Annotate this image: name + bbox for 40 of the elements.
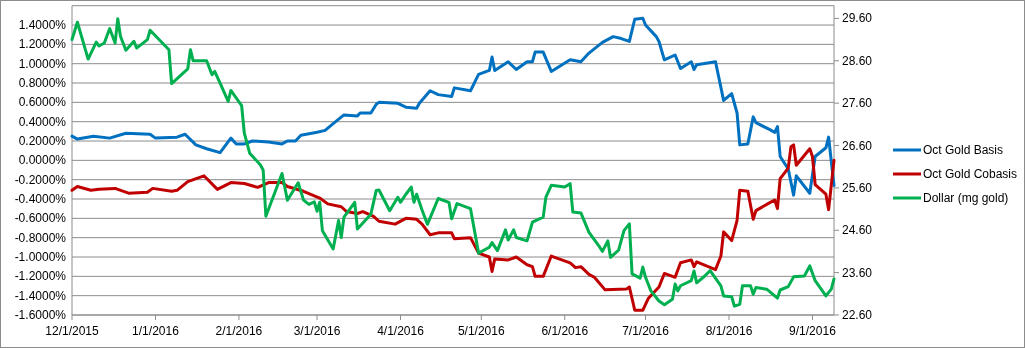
y-tick-label: 1.4000% bbox=[18, 18, 67, 33]
y-tick-label: -1.0000% bbox=[14, 250, 67, 265]
x-tick-label: 8/1/2016 bbox=[705, 324, 753, 338]
y2-tick-label: 22.60 bbox=[842, 308, 873, 322]
y-tick-label: -0.2000% bbox=[14, 172, 67, 187]
y-tick-label: 0.6000% bbox=[18, 95, 67, 110]
x-tick-label: 12/1/2015 bbox=[45, 324, 100, 338]
line-series bbox=[70, 143, 836, 312]
legend-label: Oct Gold Cobasis bbox=[923, 167, 1018, 181]
y-tick-label: 0.0000% bbox=[18, 153, 67, 168]
x-tick-label: 2/1/2016 bbox=[215, 324, 263, 338]
y-tick-label: -0.6000% bbox=[14, 211, 67, 226]
x-tick-label: 1/1/2016 bbox=[132, 324, 180, 338]
y-tick-label: 0.8000% bbox=[18, 76, 67, 91]
x-tick-label: 3/1/2016 bbox=[293, 324, 341, 338]
y-tick-label: -0.4000% bbox=[14, 192, 67, 207]
legend-label: Dollar (mg gold) bbox=[923, 191, 1009, 205]
y-tick-label: 1.0000% bbox=[18, 56, 67, 71]
y2-tick-label: 27.60 bbox=[842, 96, 873, 111]
y2-tick-label: 23.60 bbox=[842, 265, 873, 280]
y-tick-label: -1.4000% bbox=[14, 288, 67, 303]
y2-tick-label: 25.60 bbox=[842, 180, 873, 195]
y-tick-label: 0.4000% bbox=[18, 114, 67, 129]
line-series bbox=[70, 17, 836, 308]
y2-tick-label: 28.60 bbox=[842, 53, 873, 68]
y2-tick-label: 24.60 bbox=[842, 223, 873, 238]
y2-tick-label: 26.60 bbox=[842, 138, 873, 153]
x-tick-label: 7/1/2016 bbox=[622, 324, 670, 338]
y2-tick-label: 29.60 bbox=[842, 11, 873, 26]
y-tick-label: -0.8000% bbox=[14, 230, 67, 245]
y-tick-label: -1.6000% bbox=[14, 308, 67, 322]
x-tick-label: 9/1/2016 bbox=[789, 324, 837, 338]
y-tick-label: 0.2000% bbox=[18, 134, 67, 149]
y-tick-label: 1.2000% bbox=[18, 37, 67, 52]
y-tick-label: -1.2000% bbox=[14, 269, 67, 284]
x-tick-label: 4/1/2016 bbox=[377, 324, 425, 338]
x-tick-label: 6/1/2016 bbox=[541, 324, 589, 338]
legend-label: Oct Gold Basis bbox=[923, 143, 1004, 157]
x-tick-label: 5/1/2016 bbox=[457, 324, 505, 338]
line-series bbox=[70, 16, 836, 197]
